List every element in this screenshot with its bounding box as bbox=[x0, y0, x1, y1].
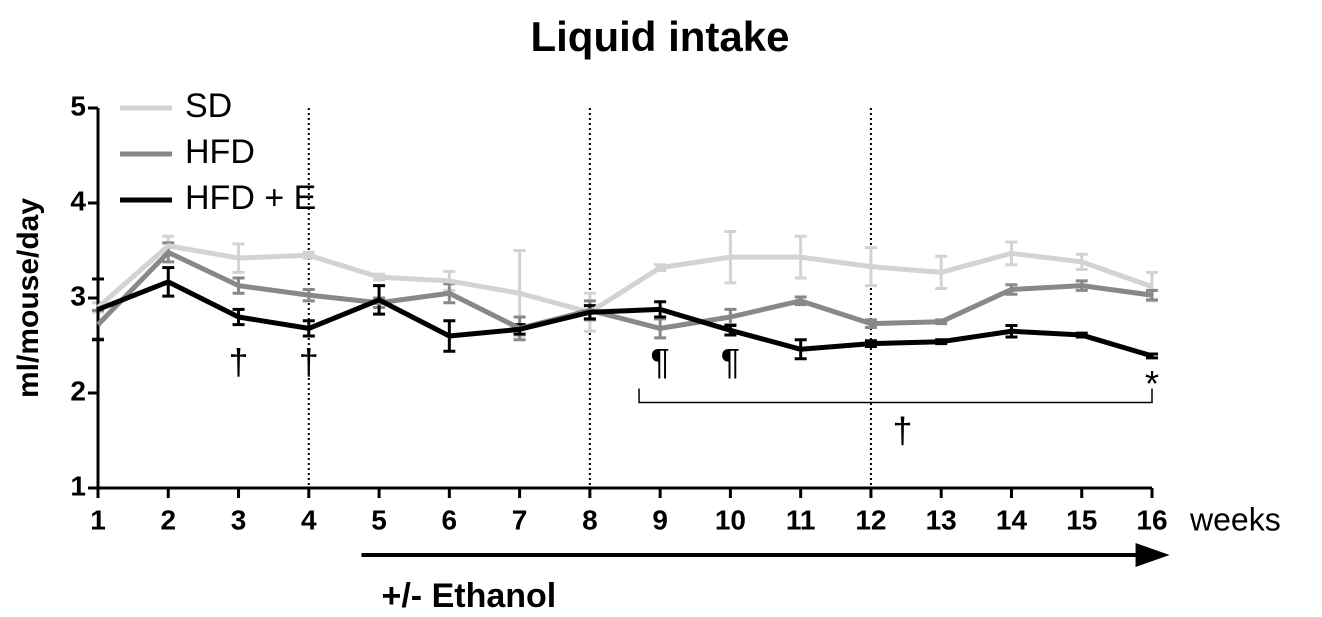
annotation: † bbox=[299, 341, 319, 382]
x-tick-label: 12 bbox=[855, 504, 886, 535]
x-tick-label: 9 bbox=[652, 504, 668, 535]
y-tick-label: 5 bbox=[70, 90, 86, 121]
x-tick-label: 11 bbox=[786, 504, 816, 535]
x-tick-label: 13 bbox=[926, 504, 957, 535]
x-tick-label: 10 bbox=[715, 504, 746, 535]
y-axis-label: ml/mouse/day bbox=[12, 198, 45, 398]
y-tick-label: 1 bbox=[70, 470, 86, 501]
arrow-head bbox=[1135, 543, 1170, 567]
series-line bbox=[97, 279, 1153, 359]
x-tick-label: 16 bbox=[1136, 504, 1167, 535]
legend-label: SD bbox=[185, 87, 232, 125]
x-tick-label: 8 bbox=[582, 504, 598, 535]
bracket bbox=[638, 388, 1153, 404]
x-axis-label: weeks bbox=[1189, 501, 1281, 537]
series-line bbox=[96, 243, 1153, 315]
annotation: * bbox=[1145, 363, 1159, 404]
chart-title: Liquid intake bbox=[530, 13, 789, 60]
x-tick-label: 1 bbox=[90, 504, 106, 535]
legend-label: HFD + E bbox=[185, 179, 316, 217]
x-tick-label: 14 bbox=[996, 504, 1028, 535]
x-tick-label: 15 bbox=[1066, 504, 1097, 535]
x-tick-label: 3 bbox=[231, 504, 247, 535]
series-line bbox=[96, 249, 1153, 331]
legend-label: HFD bbox=[185, 133, 255, 171]
annotation: † bbox=[229, 341, 249, 382]
annotation: † bbox=[893, 409, 913, 450]
x-tick-label: 2 bbox=[160, 504, 176, 535]
x-tick-label: 7 bbox=[512, 504, 528, 535]
annotation: ¶ bbox=[650, 341, 669, 382]
arrow-label: +/- Ethanol bbox=[382, 577, 557, 615]
annotation: ¶ bbox=[721, 341, 740, 382]
x-tick-label: 5 bbox=[371, 504, 387, 535]
y-tick-label: 2 bbox=[70, 375, 86, 406]
y-tick-label: 3 bbox=[70, 280, 86, 311]
x-tick-label: 4 bbox=[301, 504, 317, 535]
x-tick-label: 6 bbox=[442, 504, 458, 535]
y-tick-label: 4 bbox=[70, 185, 86, 216]
